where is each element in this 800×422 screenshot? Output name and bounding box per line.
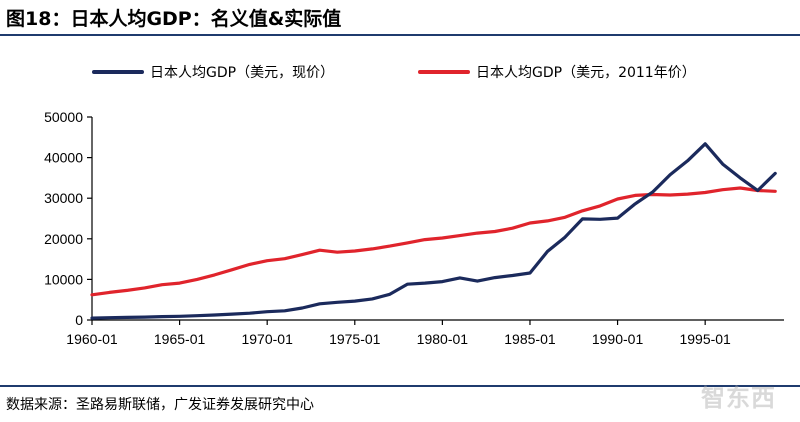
legend-label-nominal: 日本人均GDP（美元，现价） bbox=[150, 65, 335, 81]
x-axis: 1960-01 1965-01 1970-01 1975-01 1980-01 1985-… bbox=[66, 319, 784, 347]
footer-divider bbox=[0, 385, 800, 387]
legend-swatch-nominal bbox=[92, 70, 144, 74]
series-line-nominal bbox=[90, 142, 777, 320]
chart-legend: 日本人均GDP（美元，现价） 日本人均GDP（美元，2011年价） bbox=[0, 62, 800, 86]
y-tick-label: 30000 bbox=[44, 190, 83, 206]
series-line-real bbox=[90, 186, 777, 297]
x-tick-label: 1995-01 bbox=[679, 331, 731, 347]
watermark-logo: 智东西 bbox=[701, 384, 776, 412]
x-tick-label: 1985-01 bbox=[504, 331, 556, 347]
y-tick-label: 10000 bbox=[44, 271, 83, 287]
y-tick-label: 40000 bbox=[44, 150, 83, 166]
y-tick-label: 20000 bbox=[44, 231, 83, 247]
series-layer bbox=[90, 142, 777, 320]
legend-swatch-real bbox=[418, 70, 470, 74]
x-tick-label: 1970-01 bbox=[241, 331, 293, 347]
x-tick-label: 1960-01 bbox=[66, 331, 118, 347]
y-tick-label: 0 bbox=[75, 312, 83, 328]
x-tick-label: 1990-01 bbox=[592, 331, 644, 347]
y-axis: 0 10000 20000 30000 40000 50000 bbox=[44, 109, 93, 328]
source-note: 数据来源：圣路易斯联储，广发证券发展研究中心 bbox=[6, 397, 314, 413]
y-tick-label: 50000 bbox=[44, 109, 83, 125]
x-tick-label: 1980-01 bbox=[417, 331, 469, 347]
x-tick-label: 1965-01 bbox=[154, 331, 206, 347]
legend-item-nominal: 日本人均GDP（美元，现价） bbox=[92, 62, 334, 82]
legend-label-real: 日本人均GDP（美元，2011年价） bbox=[476, 65, 696, 81]
x-tick-label: 1975-01 bbox=[329, 331, 381, 347]
legend-item-real: 日本人均GDP（美元，2011年价） bbox=[418, 62, 696, 82]
chart-title: 图18：日本人均GDP：名义值&实际值 bbox=[6, 8, 342, 30]
title-divider bbox=[0, 34, 800, 36]
